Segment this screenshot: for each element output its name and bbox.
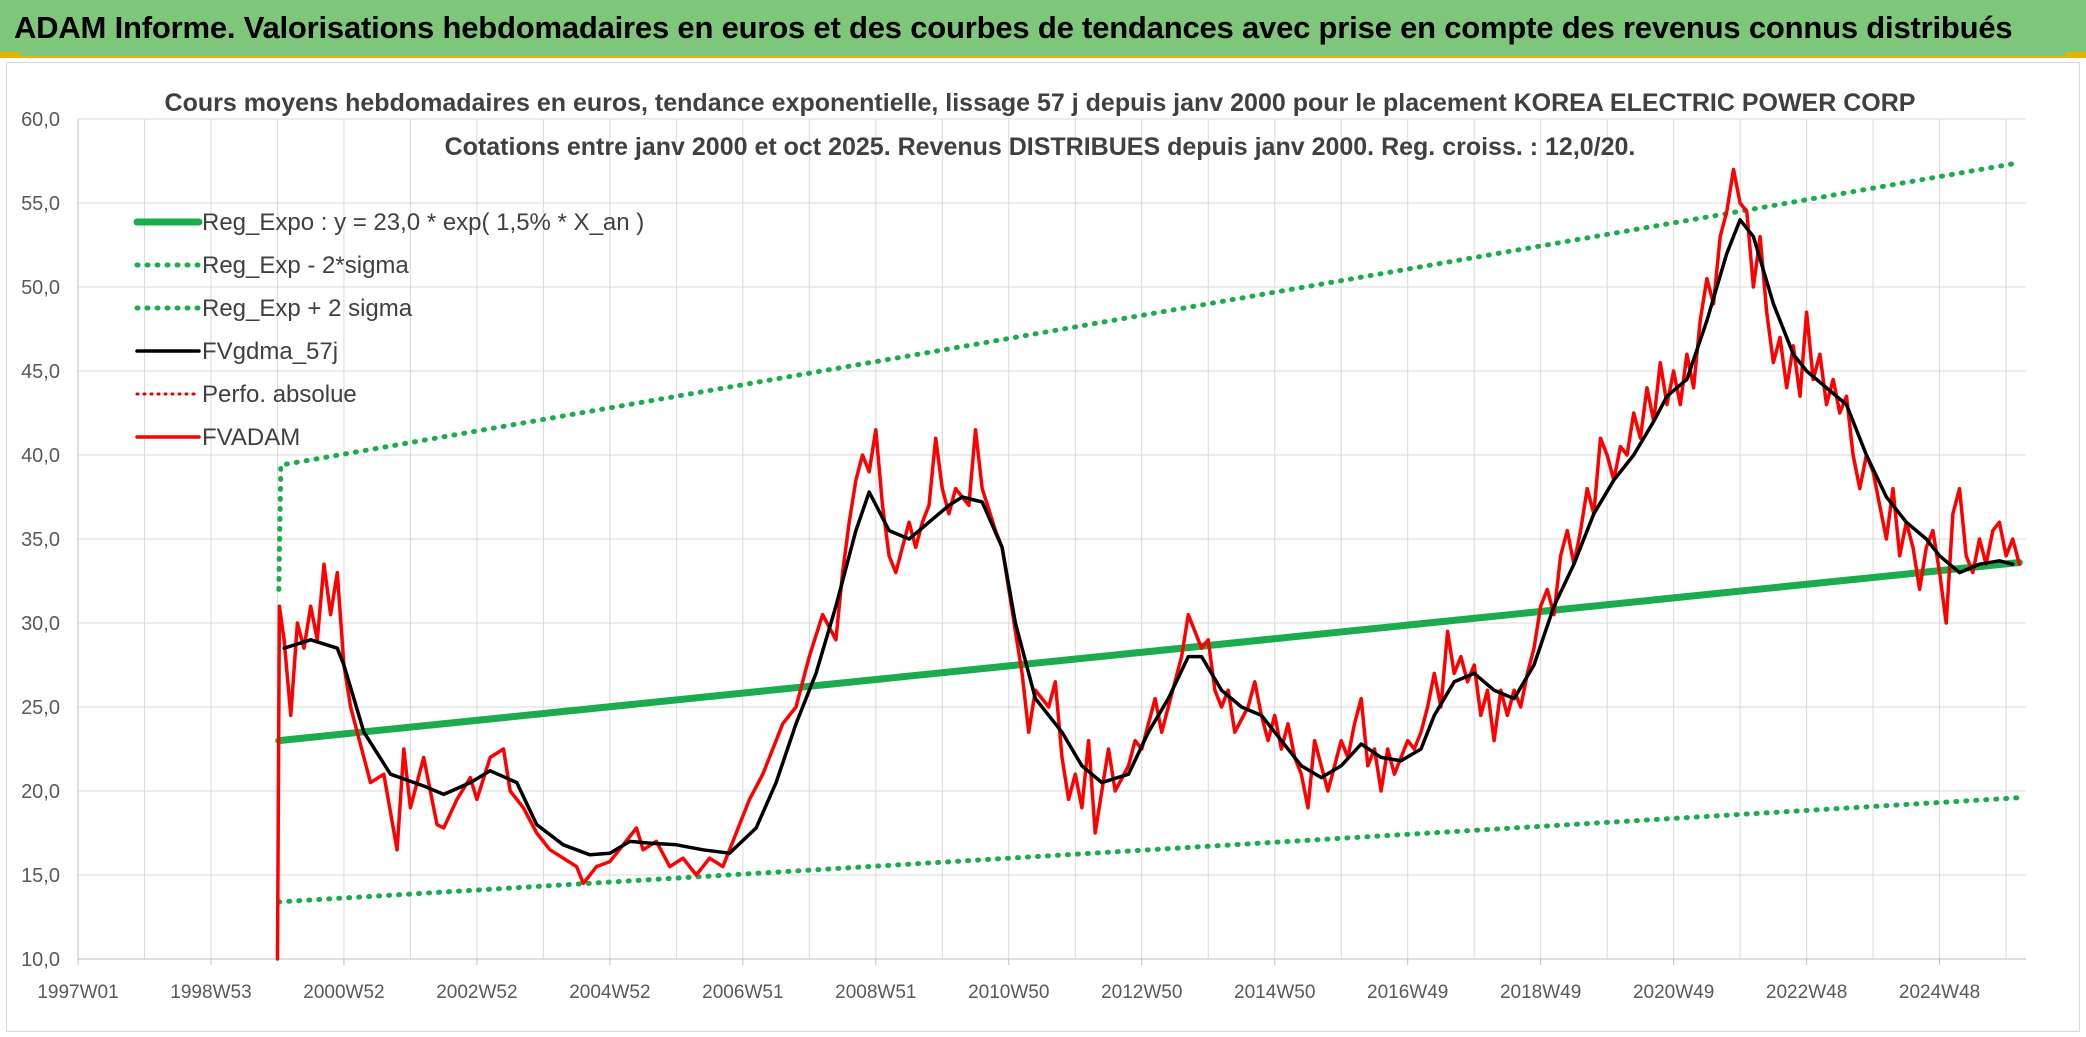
legend-label-reg_hi: Reg_Exp + 2 sigma — [202, 295, 413, 322]
x-tick-label: 1997W01 — [37, 982, 118, 1003]
banner: ADAM Informe. Valorisations hebdomadaire… — [0, 0, 2086, 58]
y-tick-label: 25,0 — [21, 697, 60, 719]
y-tick-label: 20,0 — [21, 781, 60, 803]
y-tick-label: 35,0 — [21, 529, 60, 551]
x-tick-label: 2010W50 — [968, 982, 1049, 1003]
x-tick-label: 1998W53 — [170, 982, 251, 1003]
grid — [77, 118, 2026, 960]
series-line-reg_lo — [276, 795, 2022, 905]
legend-label-reg_lo: Reg_Exp - 2*sigma — [202, 252, 409, 279]
x-tick-label: 2006W51 — [702, 982, 783, 1003]
y-tick-label: 30,0 — [21, 613, 60, 635]
legend-label-fvadam: FVADAM — [202, 424, 300, 451]
x-tick-label: 2018W49 — [1500, 982, 1581, 1003]
x-tick-label: 2000W52 — [303, 982, 384, 1003]
corner-mark-left — [0, 52, 20, 58]
y-tick-label: 55,0 — [21, 193, 60, 215]
series-line-fvadam — [275, 167, 2022, 961]
legend-label-perfo: Perfo. absolue — [202, 381, 357, 408]
x-tick-label: 2024W48 — [1899, 982, 1980, 1003]
y-tick-label: 60,0 — [21, 109, 60, 131]
y-tick-label: 15,0 — [21, 865, 60, 887]
x-tick-label: 2022W48 — [1766, 982, 1847, 1003]
legend: Reg_Expo : y = 23,0 * exp( 1,5% * X_an )… — [133, 209, 644, 451]
y-tick-label: 10,0 — [21, 949, 60, 971]
series-line-fvgdma — [282, 218, 2015, 857]
y-tick-label: 50,0 — [21, 277, 60, 299]
legend-label-fvgdma: FVgdma_57j — [202, 338, 338, 365]
x-tick-label: 2016W49 — [1367, 982, 1448, 1003]
x-tick-label: 2008W51 — [835, 982, 916, 1003]
x-tick-label: 2012W50 — [1101, 982, 1182, 1003]
x-tick-label: 2014W50 — [1234, 982, 1315, 1003]
series-line-reg_hi — [276, 160, 2022, 592]
chart-frame — [6, 62, 2080, 1032]
series — [275, 160, 2023, 961]
y-tick-label: 45,0 — [21, 361, 60, 383]
corner-mark-right — [2066, 52, 2086, 58]
chart-title-line-1: Cours moyens hebdomadaires en euros, ten… — [165, 89, 1916, 117]
x-tick-label: 2020W49 — [1633, 982, 1714, 1003]
series-line-reg_expo — [275, 559, 2023, 745]
x-tick-label: 2002W52 — [436, 982, 517, 1003]
x-tick-label: 2004W52 — [569, 982, 650, 1003]
chart-title-line-2: Cotations entre janv 2000 et oct 2025. R… — [445, 133, 1636, 161]
banner-title: ADAM Informe. Valorisations hebdomadaire… — [14, 10, 2013, 45]
y-tick-label: 40,0 — [21, 445, 60, 467]
legend-label-reg_expo: Reg_Expo : y = 23,0 * exp( 1,5% * X_an ) — [202, 209, 644, 236]
axes: 10,0 15,0 20,0 25,0 30,0 35,0 40,0 45,0 50,0 55,0… — [21, 109, 2026, 1003]
